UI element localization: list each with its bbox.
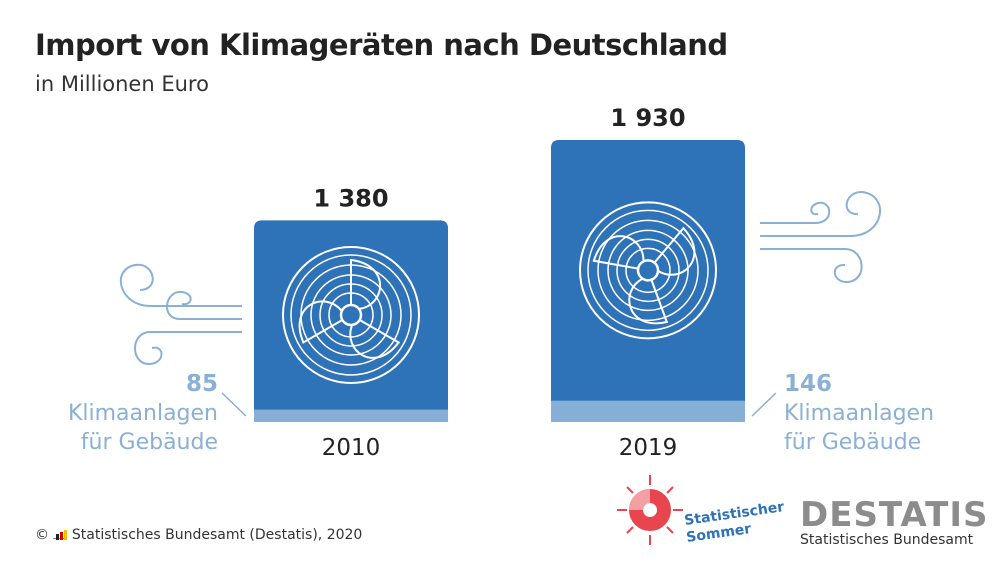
source-footer: © Statistisches Bundesamt (Destatis), 20… [35,527,362,543]
fan-icon [282,245,420,384]
value-label-2010: 1 380 [313,184,388,212]
segment-bar-2019 [551,400,745,422]
copyright-symbol: © [35,527,49,543]
category-label-2019: 2019 [619,435,678,461]
segment-value-2019: 146 [784,371,833,397]
destatis-mini-icon [53,528,68,540]
segment-label-line2: für Gebäude [80,430,218,455]
chart-subtitle: in Millionen Euro [35,72,209,96]
destatis-wordmark: DESTATIS [800,495,989,535]
segment-bar-2010 [254,409,448,422]
segment-value-2010: 85 [185,371,218,397]
bar-2010 [254,220,448,422]
annotation-leader-2019 [751,392,777,417]
chart-title: Import von Klimageräten nach Deutschland [35,28,728,62]
fan-icon [579,201,717,340]
destatis-logo: DESTATIS Statistisches Bundesamt [800,498,989,548]
statistischer-sommer-logo: Statistischer Sommer [615,470,795,554]
wind-icon-left [119,263,242,366]
sun-icon: Statistischer Sommer [617,475,785,546]
category-label-2010: 2010 [322,435,381,461]
annotation-leader-2010 [221,392,247,417]
annotation-2010: 85 Klimaanlagen für Gebäude [40,370,218,457]
segment-label-line1: Klimaanlagen [784,401,935,426]
wind-icon-right [760,190,882,284]
value-label-2019: 1 930 [610,104,685,132]
annotation-2019: 146 Klimaanlagen für Gebäude [784,370,934,457]
source-text: Statistisches Bundesamt (Destatis), 2020 [71,527,363,543]
segment-label-line2: für Gebäude [784,430,922,455]
destatis-tagline: Statistisches Bundesamt [800,532,974,548]
segment-label-line1: Klimaanlagen [67,401,218,426]
